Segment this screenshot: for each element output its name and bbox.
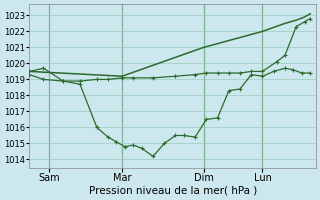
X-axis label: Pression niveau de la mer( hPa ): Pression niveau de la mer( hPa ) bbox=[89, 186, 257, 196]
